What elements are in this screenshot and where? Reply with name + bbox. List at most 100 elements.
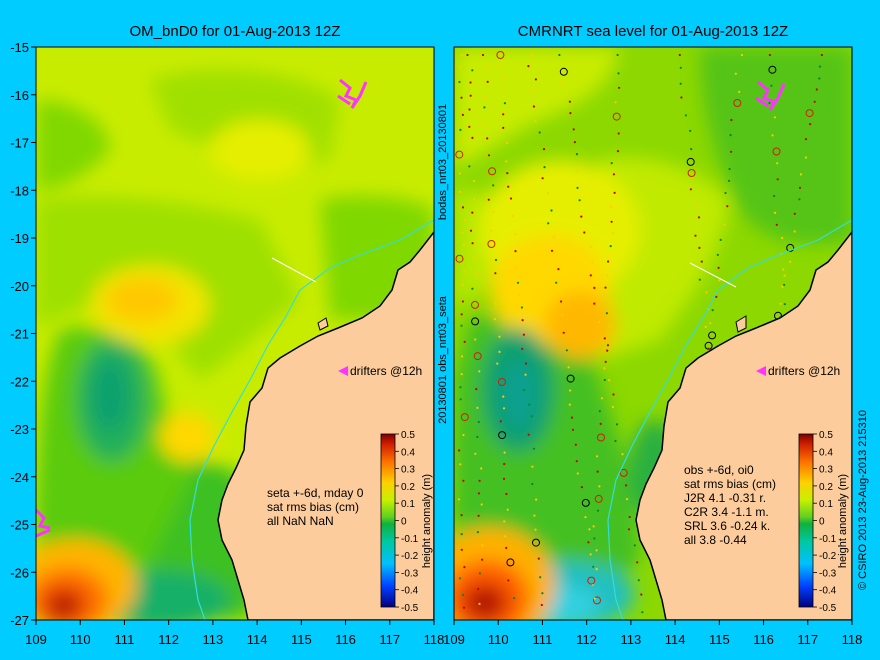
left-drifter-track-ne [337,78,368,109]
observation-dot [473,198,476,201]
right-colorbar-tick-label: -0.3 [819,568,837,579]
observation-dot [596,509,600,512]
observation-circle [487,240,496,248]
observation-dot [521,347,524,350]
observation-dot [477,514,480,517]
observation-dot [775,223,778,226]
left-y-tick-label: -21 [10,327,29,342]
observation-dot [773,116,777,119]
observation-dot [501,76,504,79]
observation-dot [689,129,692,132]
observation-dot [771,134,774,137]
left-x-tick-label: 118 [424,632,445,647]
observation-circle [506,558,515,567]
observation-dot [724,191,727,195]
right-x-tick-label: 118 [842,632,863,647]
observation-circle [460,413,469,422]
observation-circle [581,498,590,507]
observation-dot [734,72,737,75]
observation-dot [804,156,808,159]
right-landmass [635,230,852,620]
observation-dot [589,274,592,277]
observation-dot [611,405,615,409]
right-map-frame [453,46,853,621]
observation-dot [503,102,506,105]
observation-dot [505,546,508,550]
observation-dot [503,520,506,523]
observation-dot [793,212,796,215]
observation-dot [608,325,611,328]
observation-dot [474,452,477,455]
observation-dot [458,172,461,175]
observation-dot [511,215,514,218]
observation-dot [568,403,571,406]
observation-dot [626,498,629,501]
observation-circle [594,494,603,503]
observation-dot [509,197,513,200]
observation-dot [460,548,463,551]
observation-dot [695,203,698,206]
observation-dot [589,553,592,556]
observation-dot [616,150,620,153]
observation-dot [486,80,489,83]
right-x-tick-label: 117 [797,632,818,647]
observation-dot [494,258,498,262]
left-annotation-line-3: all NaN NaN [267,514,334,528]
left-anomaly-blobs [36,69,434,620]
observation-dot [477,420,480,424]
right-x-tick-label: 110 [488,632,509,647]
observation-dot [531,482,534,486]
observation-dot [716,253,719,256]
left-drifter-arrow [338,366,348,376]
right-colorbar-tick-label: -0.2 [819,551,837,562]
observation-dot [477,587,480,591]
right-colorbar-tick-label: -0.4 [819,586,837,597]
observation-dot [588,528,591,531]
observation-dot [809,123,812,126]
observation-dot [689,188,693,191]
observation-circle [471,317,480,326]
copyright-text: © CSIRO 2013 23-Aug-2013 215310 [857,410,869,590]
observation-dot [576,186,579,189]
observation-dot [502,126,505,129]
observation-dot [773,194,776,198]
observation-dot [461,141,464,144]
observation-dot [505,492,508,496]
observation-dot [506,508,509,511]
observation-dot [502,395,505,398]
observation-dot [503,462,506,466]
observation-dot [715,295,718,298]
observation-dot [576,170,579,173]
observation-dot [478,602,481,606]
observation-dot [614,439,617,443]
observation-dot [603,337,606,340]
left-colorbar-tick-label: 0.4 [401,447,415,458]
observation-dot [475,388,478,391]
observation-dot [471,69,474,72]
observation-circle [619,468,628,477]
observation-circle [768,65,777,74]
observation-dot [463,566,466,569]
observation-dot [575,460,578,463]
observation-dot [783,303,786,306]
observation-dot [583,231,586,234]
observation-dot [584,516,587,519]
observation-dot [483,95,486,98]
observation-dot [478,370,481,373]
observation-dot [504,535,507,538]
observation-dot [603,367,606,370]
observation-dot [570,416,574,419]
observation-dot [459,386,462,389]
left-colorbar-tick-label: 0.5 [401,430,415,441]
observation-circle [708,331,717,340]
right-annotation-line-6: all 3.8 -0.44 [684,533,747,547]
observation-dot [460,355,464,358]
observation-dot [637,579,640,582]
observation-dot [569,389,572,392]
observation-dot [463,218,466,221]
observation-dot [596,470,599,473]
left-colorbar-tick-label: 0.3 [401,465,415,476]
right-x-tick-label: 113 [621,632,642,647]
observation-dot [615,423,619,426]
